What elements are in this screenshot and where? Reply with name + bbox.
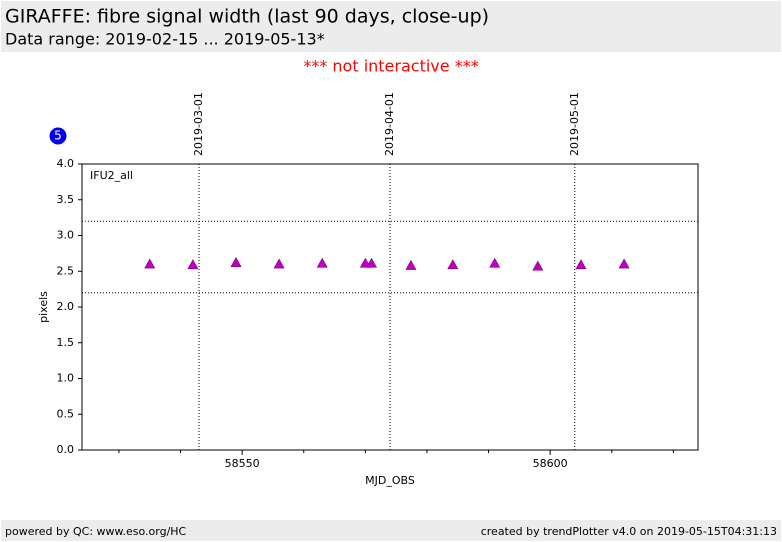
y-tick-label: 4.0 [57, 157, 75, 170]
data-point [273, 258, 285, 269]
data-point [230, 257, 242, 267]
data-point [575, 259, 587, 270]
data-point [447, 259, 459, 270]
notice: *** not interactive *** [303, 57, 478, 76]
data-point [144, 258, 156, 269]
data-point [618, 258, 630, 269]
date-label: 2019-05-01 [568, 92, 581, 156]
x-tick-label: 58600 [533, 457, 568, 470]
y-tick-label: 0.5 [57, 407, 75, 420]
y-tick-label: 2.5 [57, 264, 75, 277]
header-bg [1, 1, 781, 52]
subtitle: Data range: 2019-02-15 ... 2019-05-13* [5, 30, 325, 49]
title: GIRAFFE: fibre signal width (last 90 day… [5, 6, 489, 28]
badge: 5 [54, 129, 62, 143]
y-tick-label: 1.5 [57, 336, 75, 349]
x-tick-label: 58550 [225, 457, 260, 470]
data-point [187, 259, 199, 270]
panel-label: IFU2_all [90, 169, 133, 182]
data-point [405, 259, 417, 270]
y-tick-label: 3.0 [57, 229, 75, 242]
badge-circle [49, 127, 67, 145]
data-point [532, 260, 544, 271]
footer-right: created by trendPlotter v4.0 on 2019-05-… [481, 525, 777, 538]
y-axis-label: pixels [37, 291, 50, 323]
y-tick-label: 3.5 [57, 193, 75, 206]
y-tick-label: 2.0 [57, 300, 75, 313]
date-label: 2019-04-01 [383, 92, 396, 156]
data-point [316, 257, 328, 268]
date-label: 2019-03-01 [192, 92, 205, 156]
data-point [489, 257, 501, 268]
y-tick-label: 0.0 [57, 443, 75, 456]
data-point [366, 257, 378, 268]
y-tick-label: 1.0 [57, 372, 75, 385]
footer-bg [1, 520, 781, 541]
x-axis-label: MJD_OBS [365, 474, 415, 487]
footer-left: powered by QC: www.eso.org/HC [5, 525, 187, 538]
